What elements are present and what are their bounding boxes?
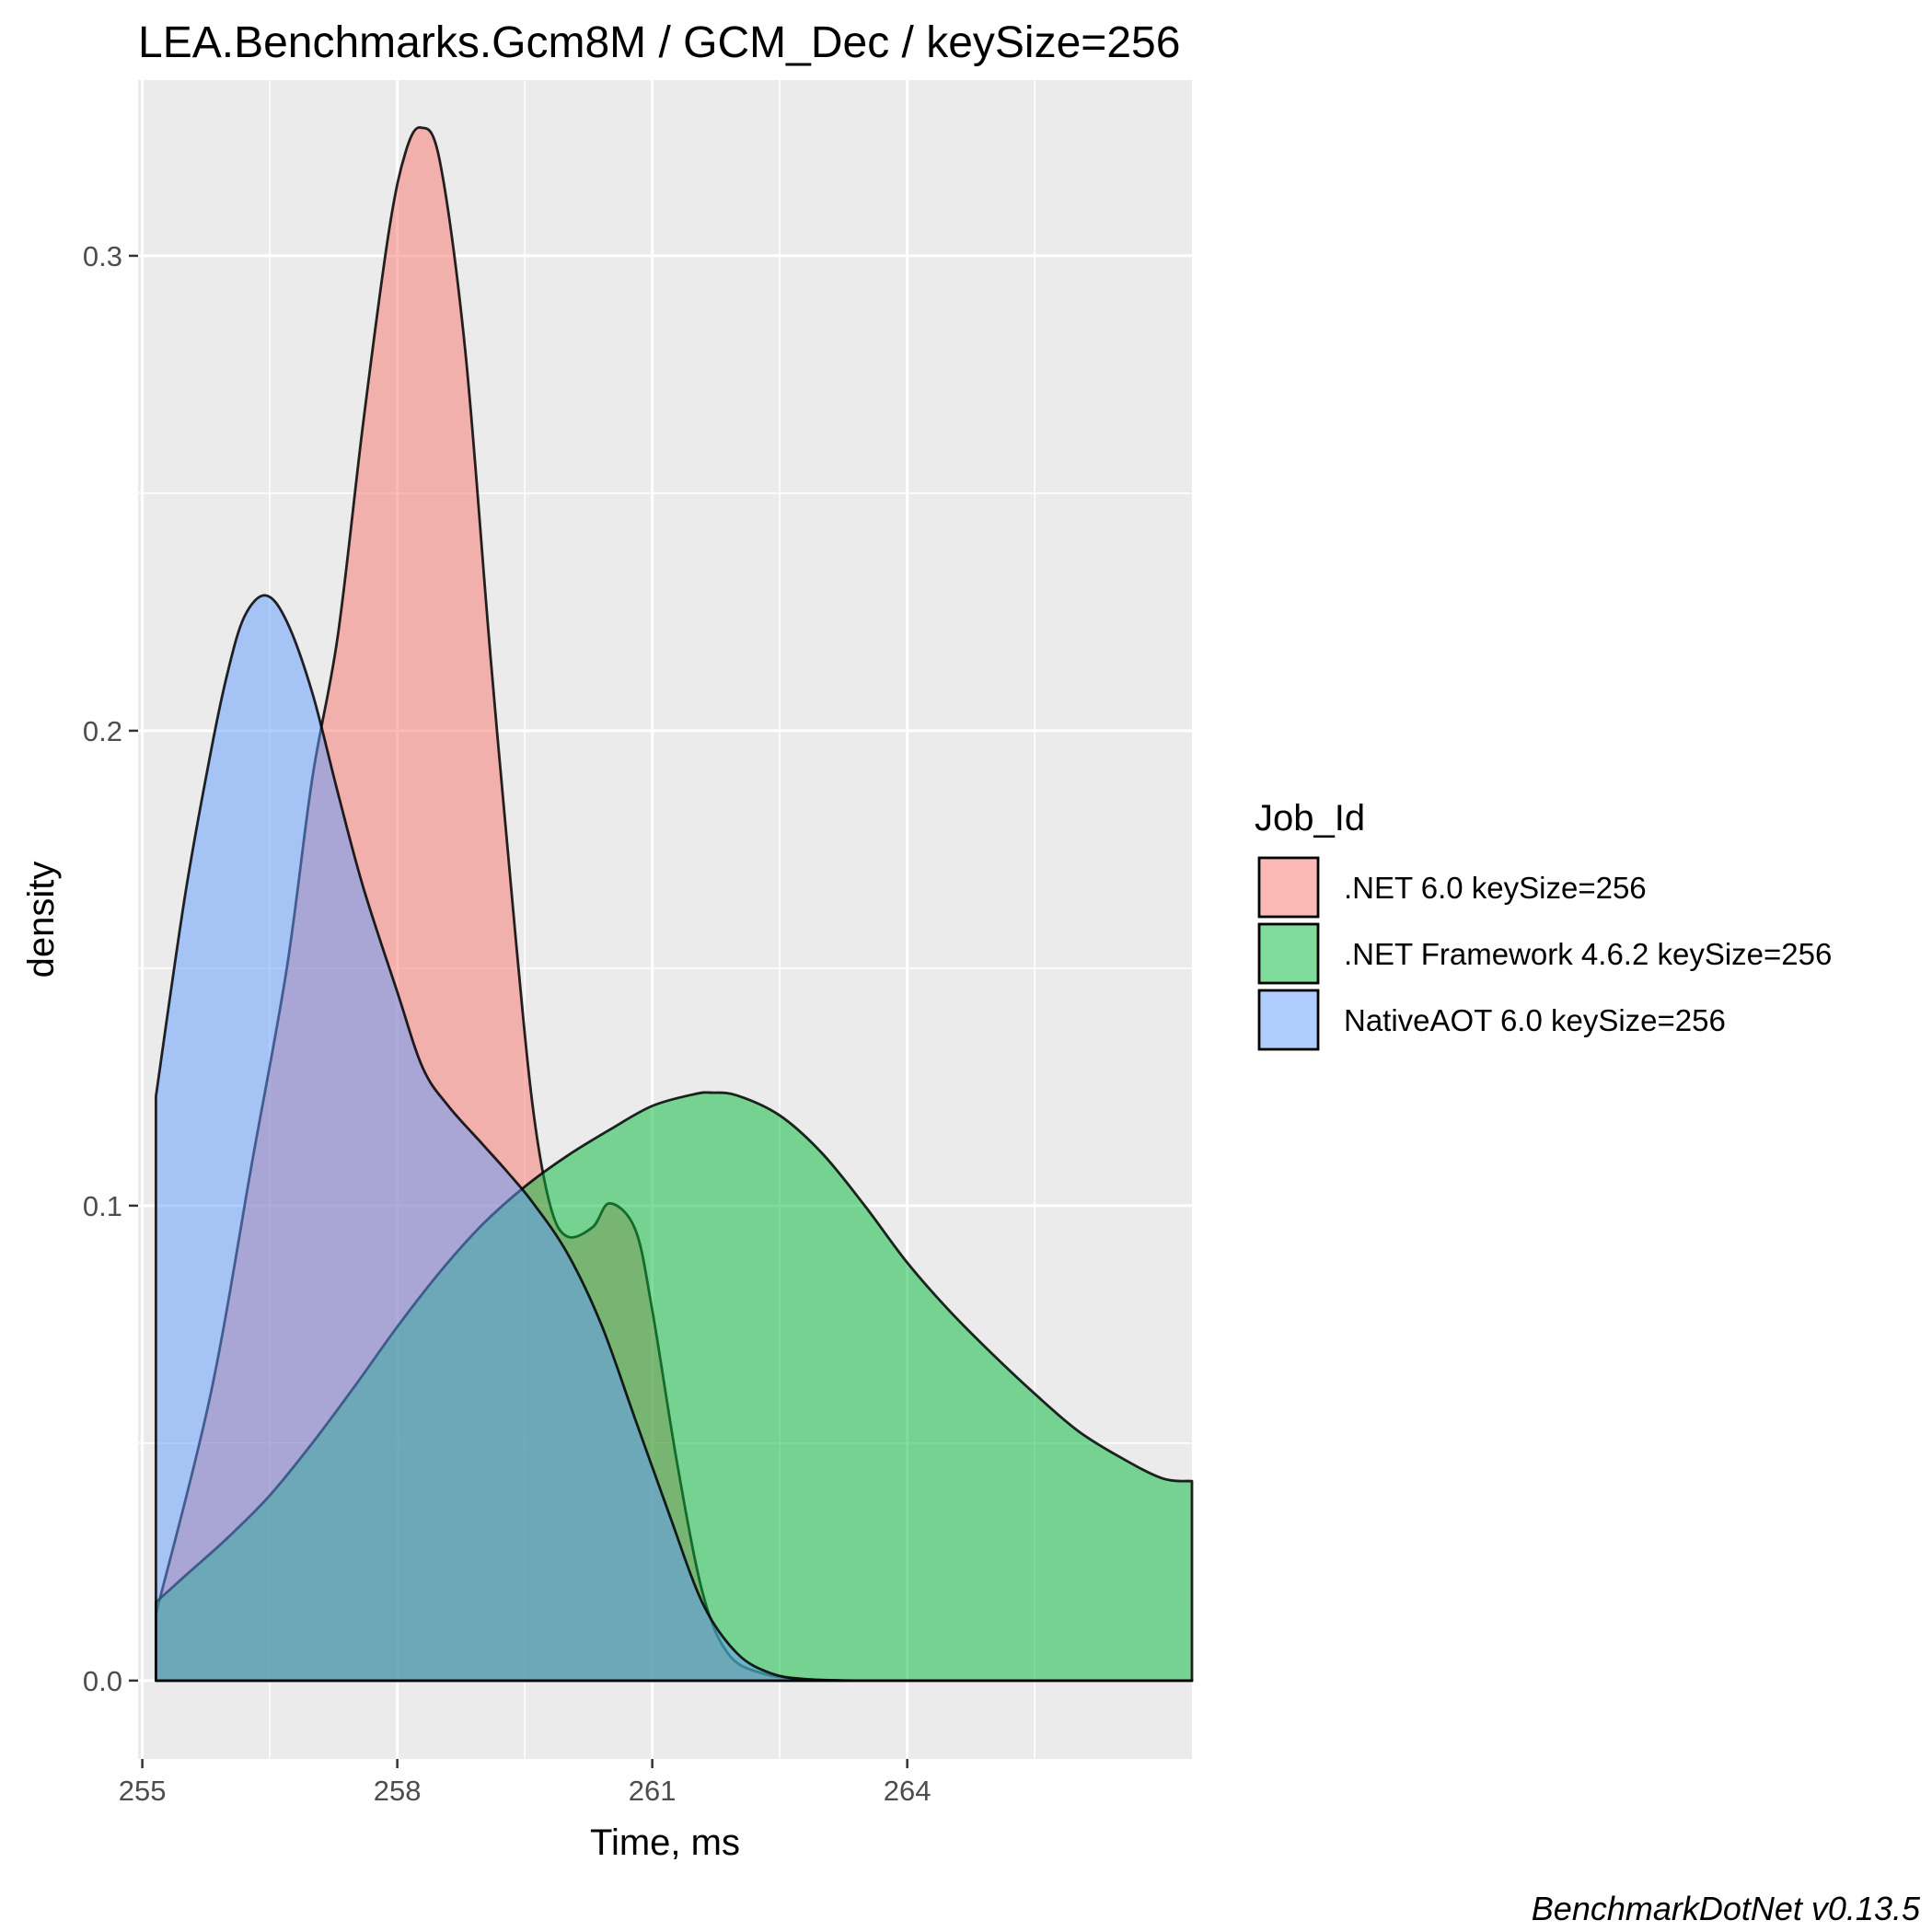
- y-tick-label: 0.3: [83, 240, 122, 272]
- y-axis-title: density: [21, 862, 62, 978]
- legend: Job_Id .NET 6.0 keySize=256 .NET Framewor…: [1255, 798, 1832, 1051]
- legend-title: Job_Id: [1255, 798, 1365, 839]
- x-tick-label: 255: [119, 1775, 167, 1807]
- x-axis-title: Time, ms: [590, 1822, 740, 1863]
- y-tick-label: 0.2: [83, 715, 122, 747]
- legend-label-2: .NET Framework 4.6.2 keySize=256: [1344, 937, 1832, 971]
- y-tick-label: 0.1: [83, 1190, 122, 1222]
- chart-title: LEA.Benchmarks.Gcm8M / GCM_Dec / keySize…: [138, 18, 1180, 67]
- legend-label-3: NativeAOT 6.0 keySize=256: [1344, 1003, 1726, 1037]
- legend-items: .NET 6.0 keySize=256 .NET Framework 4.6.2…: [1257, 856, 1832, 1051]
- x-tick-label: 264: [884, 1775, 931, 1807]
- density-area-series-3: [154, 594, 1194, 1683]
- legend-label-1: .NET 6.0 keySize=256: [1344, 871, 1647, 905]
- x-tick-label: 258: [374, 1775, 422, 1807]
- legend-swatch-2: [1257, 922, 1320, 985]
- density-areas: [154, 126, 1194, 1683]
- axes: 255 258 261 264 0.0 0.1 0.2 0.3: [83, 240, 931, 1807]
- x-tick-label: 261: [629, 1775, 677, 1807]
- y-tick-label: 0.0: [83, 1665, 122, 1697]
- legend-swatch-1: [1257, 856, 1320, 919]
- chart-caption: BenchmarkDotNet v0.13.5: [1532, 1890, 1921, 1927]
- legend-swatch-3: [1257, 989, 1320, 1051]
